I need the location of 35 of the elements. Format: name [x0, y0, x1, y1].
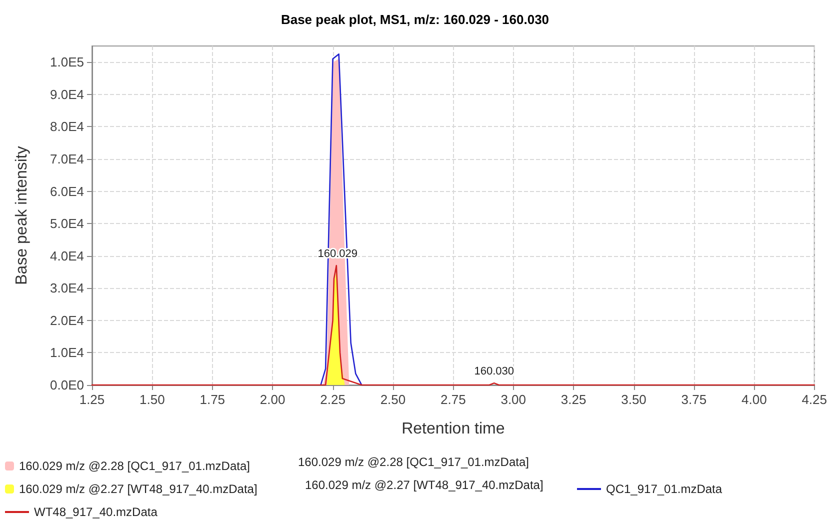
x-tick-label: 2.75 — [440, 392, 466, 407]
y-axis-title: Base peak intensity — [14, 146, 30, 285]
annotation: 160.030 — [474, 366, 514, 378]
chart-title: Base peak plot, MS1, m/z: 160.029 - 160.030 — [280, 12, 550, 27]
x-tick-label: 1.25 — [79, 392, 105, 407]
y-tick-label: 5.0E4 — [50, 216, 84, 232]
text: 160.029 m/z @2.28 [QC1_917_01.mzData] — [298, 455, 529, 469]
text: 160.029 m/z @2.27 [WT48_917_40.mzData] — [305, 478, 544, 492]
y-tick-label: 6.0E4 — [50, 184, 84, 199]
x-tick-label: 1.75 — [200, 392, 226, 407]
y-tick-label: 7.0E4 — [50, 152, 84, 166]
y-tick-label: 1.0E5 — [50, 54, 84, 70]
y-tick-label: 0.0E0 — [50, 378, 84, 392]
y-tick-label: 1.0E4 — [50, 345, 84, 360]
x-tick-label: 3.00 — [500, 392, 526, 407]
legend-label: WT48_917_40.mzData — [34, 505, 158, 519]
x-tick-label: 1.50 — [140, 392, 165, 407]
y-tick-label: 4.0E4 — [50, 248, 84, 264]
x-tick-label: 3.25 — [560, 392, 586, 407]
x-tick-label: 2.50 — [380, 392, 406, 407]
y-tick-label: 9.0E4 — [50, 86, 84, 102]
x-tick-label: 2.25 — [320, 392, 346, 407]
x-tick-label: 4.25 — [802, 392, 828, 407]
x-tick-label: 2.00 — [260, 392, 286, 407]
y-tick-label: 2.0E4 — [50, 312, 84, 328]
y-tick-label: 3.0E4 — [50, 280, 84, 296]
x-tick-label: 4.00 — [741, 392, 767, 407]
legend-label: 160.029 m/z @2.27 [WT48_917_40.mzData] — [19, 482, 258, 496]
x-tick-label: 3.50 — [621, 392, 646, 407]
legend-label: QC1_917_01.mzData — [606, 482, 722, 496]
y-tick-label: 8.0E4 — [50, 119, 84, 134]
x-axis-title: Retention time — [402, 420, 505, 438]
legend-label: 160.029 m/z @2.28 [QC1_917_01.mzData] — [19, 459, 250, 473]
x-tick-label: 3.75 — [681, 392, 707, 407]
line-series — [320, 53, 362, 386]
